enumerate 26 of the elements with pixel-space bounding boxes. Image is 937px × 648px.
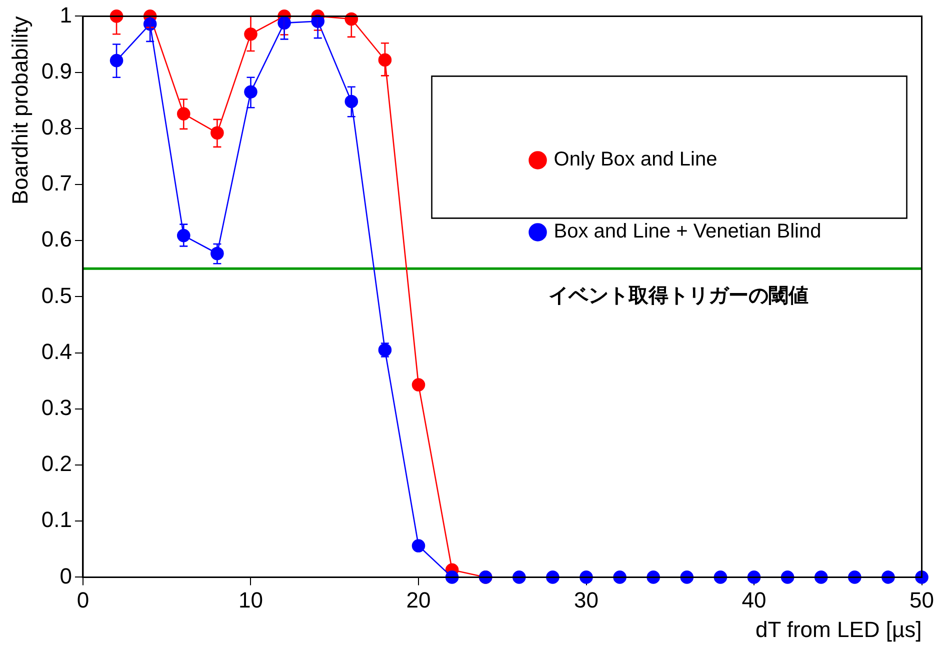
x-tick-label: 30 (574, 587, 598, 612)
y-tick-label: 0.8 (41, 114, 72, 140)
point (412, 378, 426, 392)
x-axis-title: dT from LED [µs] (755, 616, 922, 642)
y-tick-label: 0.4 (41, 338, 72, 364)
x-tick-label: 40 (742, 587, 766, 612)
y-tick-label: 0.2 (41, 451, 72, 476)
ref-line-label: イベント取得トリガーの閾値 (548, 285, 809, 308)
y-tick-label: 0.5 (41, 282, 72, 308)
y-tick-label: 0.7 (41, 170, 72, 196)
y-tick-label: 1 (60, 2, 72, 28)
x-tick-label: 0 (76, 587, 90, 612)
y-tick-label: 0.3 (41, 394, 72, 420)
x-tick-label: 20 (406, 587, 431, 612)
y-tick-label: 0.9 (41, 58, 72, 84)
x-tick-label: 10 (238, 587, 263, 612)
y-tick-label: 0 (60, 563, 72, 588)
point (378, 53, 392, 67)
point (412, 539, 426, 552)
y-tick-label: 0.1 (41, 507, 72, 532)
point (110, 54, 124, 68)
x-tick-label: 50 (910, 587, 934, 612)
y-tick-label: 0.6 (41, 226, 72, 252)
legend-label: Box and Line + Venetian Blind (554, 220, 822, 243)
legend-label: Only Box and Line (554, 148, 718, 171)
y-axis-title: Boardhit probability (7, 16, 32, 205)
